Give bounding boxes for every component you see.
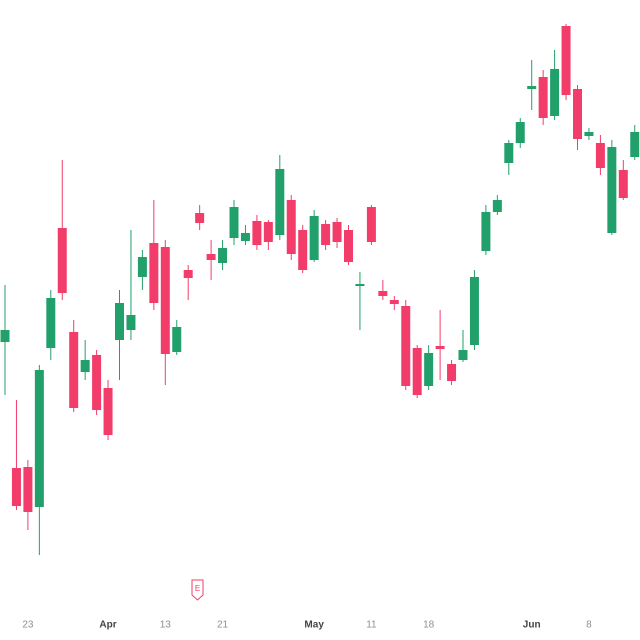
candle-body (527, 86, 537, 89)
candle-body (80, 360, 90, 372)
candle-body (92, 355, 102, 410)
candle-body (447, 364, 457, 381)
candle-body (195, 213, 205, 223)
candle-body (469, 277, 479, 345)
candle-body (458, 350, 468, 360)
candle-body (573, 89, 582, 139)
x-tick-label: 18 (423, 620, 435, 631)
candle-body (378, 291, 388, 296)
candle-body (344, 230, 353, 262)
candle-body (538, 77, 548, 118)
candle-body (126, 315, 136, 330)
candle-body (183, 270, 193, 278)
x-tick-label: May (304, 620, 324, 631)
candle-body (424, 353, 434, 386)
candle-body (584, 132, 594, 136)
candle-body (46, 298, 56, 348)
candle-body (57, 228, 67, 293)
candle-body (286, 200, 296, 254)
candle-body (366, 207, 376, 242)
candle-body (355, 284, 365, 286)
candle-body (0, 330, 10, 342)
candle-body (630, 132, 640, 157)
candle-body (218, 248, 228, 263)
candle-body (389, 300, 399, 304)
candle-body (11, 468, 21, 506)
candle-body (263, 222, 273, 242)
x-tick-label: Jun (523, 620, 541, 631)
candle-body (492, 200, 502, 212)
x-tick-label: 11 (366, 620, 377, 631)
x-tick-label: 13 (160, 620, 172, 631)
candle-body (252, 221, 262, 245)
candle-body (401, 306, 411, 386)
candle-body (332, 222, 342, 242)
candle-body (240, 233, 250, 241)
candle-body (229, 207, 239, 238)
candle-body (309, 216, 319, 260)
candle-body (561, 26, 571, 95)
candle-body (607, 147, 617, 233)
candle-body (504, 143, 514, 163)
candle-body (321, 224, 331, 245)
candle-body (595, 143, 605, 168)
earnings-flag-shape (191, 579, 204, 601)
candle-body (172, 327, 182, 352)
candle-body (69, 332, 79, 408)
candle-body (23, 467, 33, 512)
candle-body (481, 212, 491, 251)
candle-body (137, 257, 147, 277)
x-tick-label: 21 (217, 620, 229, 631)
candle-body (412, 348, 422, 395)
x-tick-label: 23 (22, 620, 34, 631)
candle-body (206, 254, 216, 260)
candle-body (275, 169, 285, 235)
x-tick-label: Apr (99, 620, 116, 631)
candle-body (550, 69, 560, 116)
candle-body (160, 247, 170, 354)
earnings-flag: E (191, 579, 204, 601)
earnings-label: E (195, 584, 200, 593)
candle-body (103, 388, 113, 435)
candle-body (618, 170, 628, 198)
candle-body (298, 230, 308, 270)
candle-body (115, 303, 124, 340)
x-tick-label: 8 (586, 620, 592, 631)
candle-body (435, 346, 445, 349)
candle-body (515, 122, 525, 143)
candle-body (149, 243, 159, 303)
candle-body (34, 370, 44, 507)
